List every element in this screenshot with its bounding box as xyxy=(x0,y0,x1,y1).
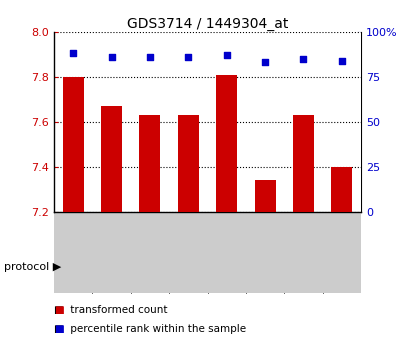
Title: GDS3714 / 1449304_at: GDS3714 / 1449304_at xyxy=(127,17,288,31)
Text: protocol ▶: protocol ▶ xyxy=(4,262,61,272)
Text: ■  transformed count: ■ transformed count xyxy=(54,305,167,315)
Bar xyxy=(54,212,92,293)
Bar xyxy=(254,180,276,212)
Bar xyxy=(323,212,361,293)
Bar xyxy=(101,106,122,212)
Point xyxy=(339,58,345,63)
Bar xyxy=(216,75,237,212)
Bar xyxy=(331,167,352,212)
Point xyxy=(108,54,115,60)
Bar xyxy=(284,212,323,293)
Point xyxy=(185,54,192,60)
Text: Evi1 retroviral transduction: Evi1 retroviral transduction xyxy=(213,225,356,235)
Point xyxy=(146,54,153,60)
Bar xyxy=(178,115,199,212)
Bar xyxy=(139,115,161,212)
FancyBboxPatch shape xyxy=(54,212,208,248)
Text: ■: ■ xyxy=(54,324,63,334)
Bar xyxy=(169,212,208,293)
Text: ■  percentile rank within the sample: ■ percentile rank within the sample xyxy=(54,324,246,334)
Bar xyxy=(63,77,84,212)
Bar xyxy=(246,212,284,293)
Point xyxy=(300,56,307,62)
FancyBboxPatch shape xyxy=(208,212,361,248)
Point xyxy=(70,51,76,56)
Text: control: control xyxy=(111,225,150,235)
Bar xyxy=(208,212,246,293)
Point xyxy=(262,59,269,65)
Text: ■: ■ xyxy=(54,305,63,315)
Bar xyxy=(131,212,169,293)
Bar xyxy=(93,212,131,293)
Point xyxy=(223,52,230,58)
Bar xyxy=(293,115,314,212)
